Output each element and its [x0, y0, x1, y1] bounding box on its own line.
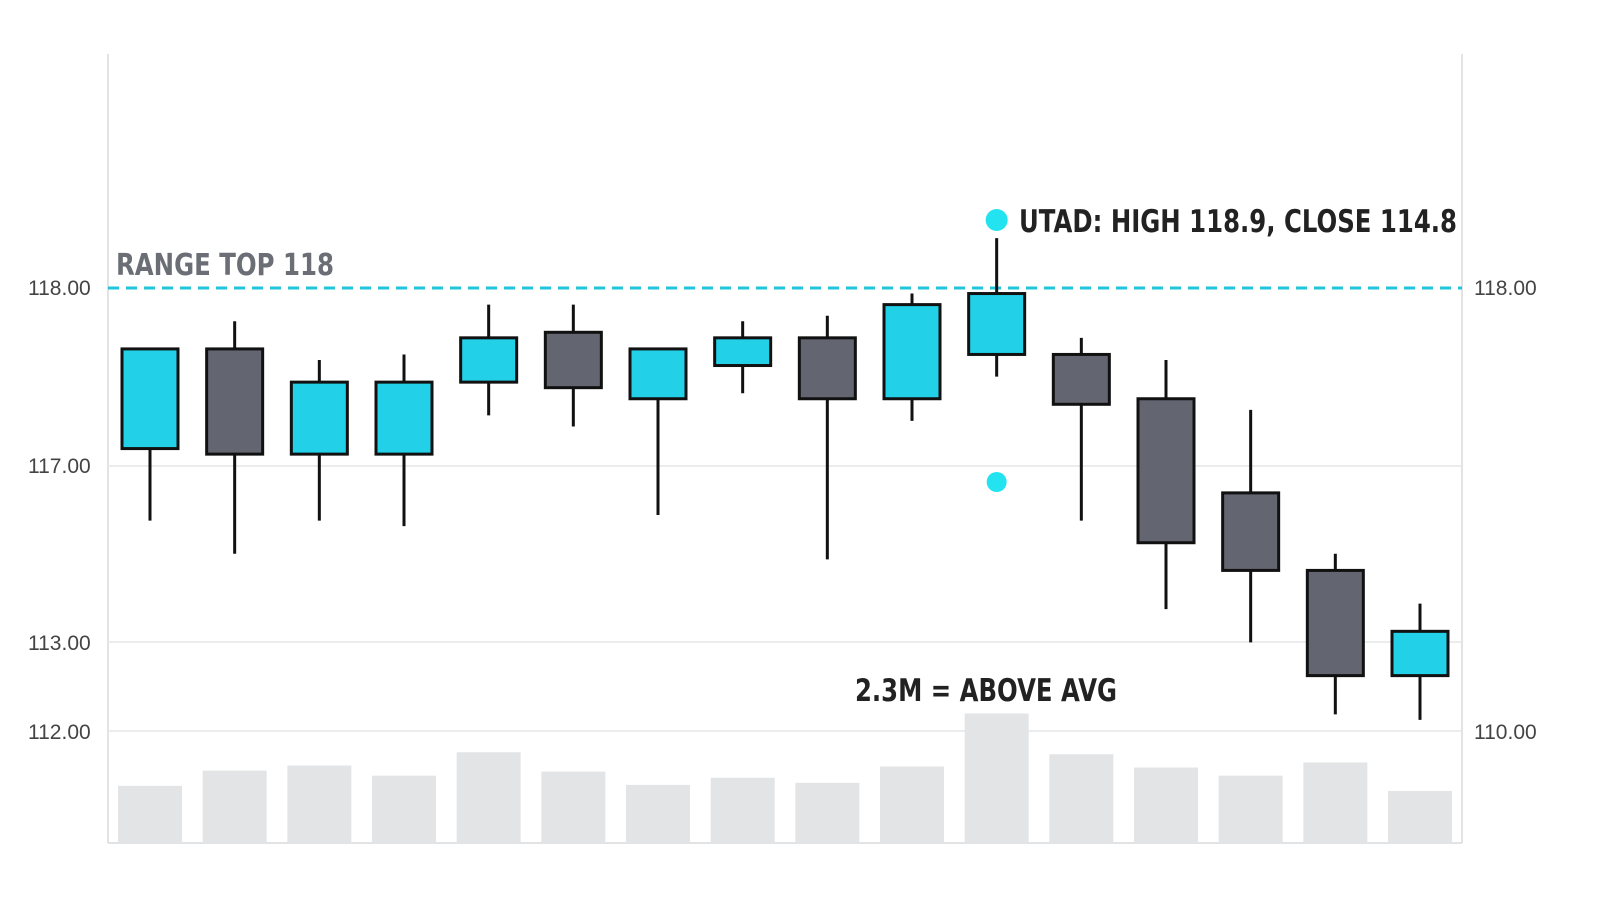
- candle-body: [1136, 397, 1196, 545]
- candle-body: [543, 330, 603, 390]
- candle-body: [459, 336, 519, 384]
- right-tick-label: 118.00: [1474, 277, 1537, 300]
- candle-body: [289, 380, 349, 456]
- candle-body: [967, 292, 1027, 356]
- left-tick-label: 118.00: [28, 277, 91, 300]
- range-line-layer: RANGE TOP 118: [108, 248, 1462, 290]
- candle-body: [205, 347, 265, 456]
- volume-bar: [1218, 775, 1283, 843]
- candle-body: [374, 380, 434, 456]
- candles-layer: [120, 238, 1450, 720]
- volume-bar: [795, 782, 860, 843]
- annotations-layer: UTAD: HIGH 118.9, CLOSE 114.8 2.3M = ABO…: [855, 204, 1457, 709]
- volume-bar: [287, 765, 352, 843]
- volume-bar: [626, 784, 690, 843]
- volume-bar: [964, 713, 1029, 843]
- volume-bar: [710, 777, 775, 843]
- candle-body: [628, 347, 688, 401]
- candle-body: [1305, 568, 1365, 678]
- volume-bar: [118, 785, 182, 843]
- candle-body: [713, 336, 773, 368]
- left-tick-label: 113.00: [28, 632, 91, 655]
- candle-body: [120, 347, 180, 451]
- left-tick-label: 117.00: [28, 455, 91, 478]
- utad-close-marker: [986, 472, 1007, 492]
- right-tick-label: 110.00: [1474, 721, 1537, 744]
- volume-bar: [1049, 754, 1114, 843]
- candle-body: [1390, 629, 1450, 678]
- candle-body: [882, 303, 942, 401]
- volume-bar: [1303, 762, 1368, 843]
- range-top-label: RANGE TOP 118: [116, 248, 334, 283]
- utad-high-marker: [985, 209, 1008, 231]
- utad-annotation: UTAD: HIGH 118.9, CLOSE 114.8: [1019, 204, 1457, 240]
- left-tick-label: 112.00: [28, 721, 91, 744]
- volume-bar: [541, 771, 606, 843]
- volume-bar: [1388, 790, 1452, 843]
- candle-body: [797, 336, 857, 401]
- volume-bar: [1134, 767, 1198, 843]
- volume-bar: [202, 770, 267, 843]
- candle-body: [1051, 352, 1111, 406]
- axis-ticks-layer: 118.00 117.00 113.00 112.00 118.00 110.0…: [28, 277, 1537, 744]
- volume-bar: [456, 752, 521, 843]
- volume-bar: [372, 775, 436, 843]
- volume-layer: [118, 713, 1452, 843]
- volume-bar: [880, 766, 944, 843]
- candle-body: [1221, 491, 1281, 572]
- volume-annotation: 2.3M = ABOVE AVG: [855, 673, 1117, 709]
